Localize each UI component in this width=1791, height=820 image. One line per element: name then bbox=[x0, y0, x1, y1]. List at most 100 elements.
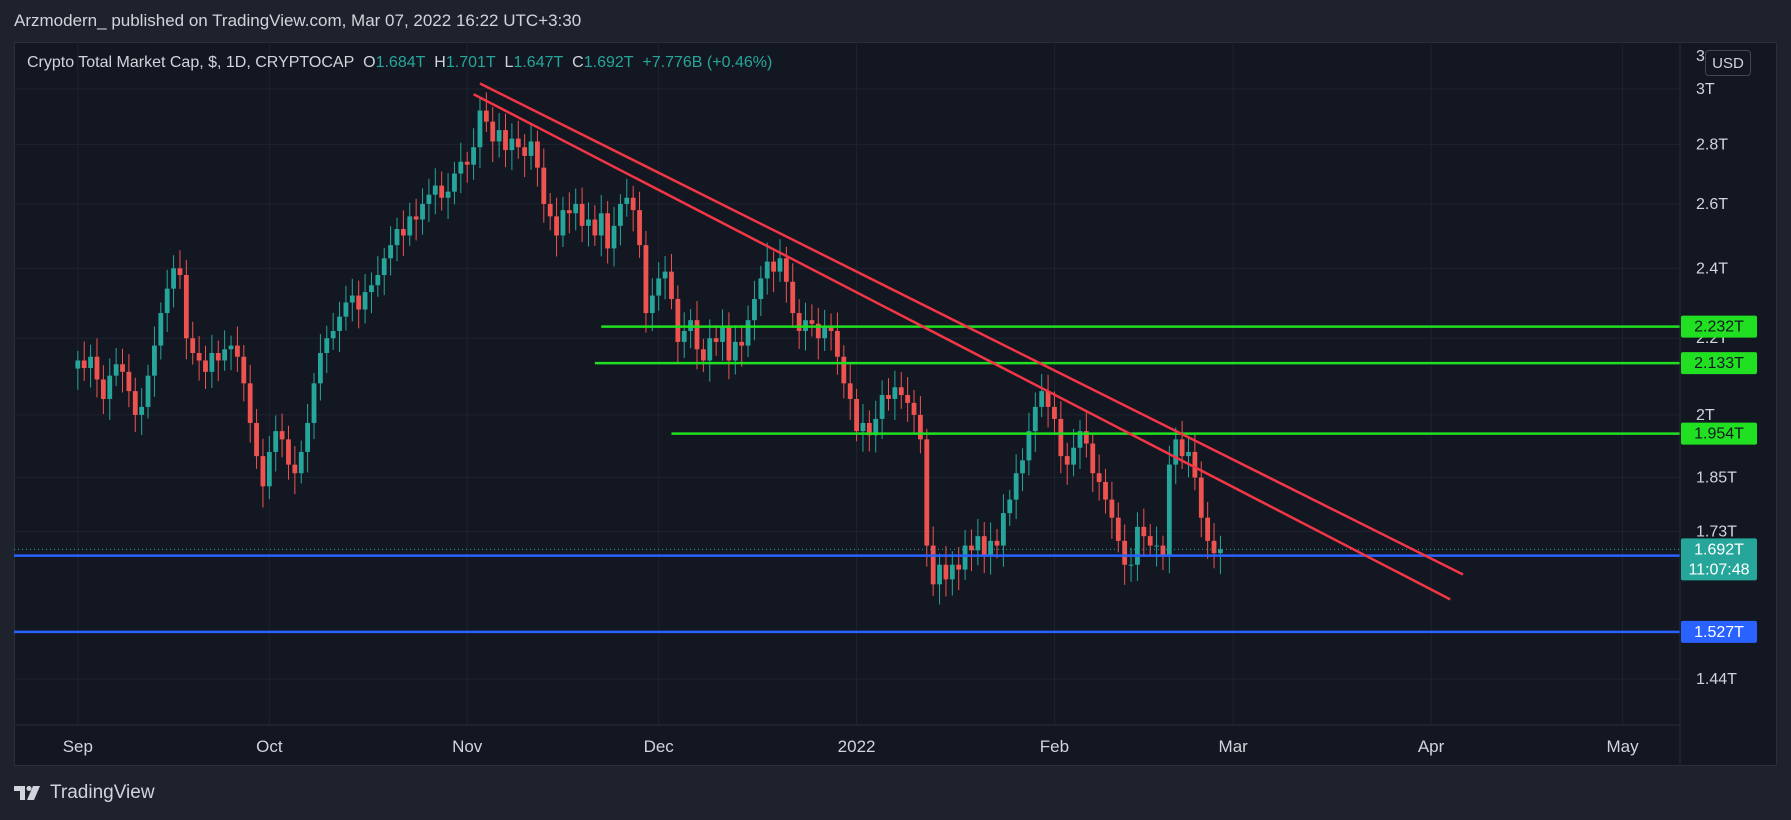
candle-body bbox=[841, 356, 847, 384]
candle-body bbox=[1077, 431, 1083, 448]
candle-body bbox=[273, 431, 279, 452]
candle-body bbox=[235, 345, 240, 357]
candle-body bbox=[1109, 499, 1115, 518]
candle-body bbox=[407, 216, 413, 236]
time-tick-label: Nov bbox=[452, 737, 483, 756]
candle-body bbox=[464, 161, 470, 165]
candle-body bbox=[1020, 460, 1025, 474]
legend-close-value: 1.692T bbox=[583, 54, 634, 71]
candle-body bbox=[969, 545, 974, 551]
candle-body bbox=[720, 327, 725, 342]
candle-body bbox=[745, 320, 751, 346]
price-tag-label: 2.232T bbox=[1694, 319, 1744, 336]
candle-body bbox=[835, 330, 840, 357]
candle-body bbox=[1052, 406, 1057, 419]
candle-body bbox=[362, 292, 368, 310]
candle-body bbox=[1058, 418, 1064, 457]
candle-body bbox=[241, 356, 247, 384]
candle-body bbox=[777, 258, 783, 272]
candle-body bbox=[586, 219, 591, 226]
legend-high-label: H bbox=[434, 54, 446, 71]
candle-body bbox=[394, 229, 400, 246]
price-tags: 2.232T2.133T1.954T1.679T1.527T1.692T11:0… bbox=[1681, 315, 1757, 643]
candle-body bbox=[1154, 545, 1159, 547]
candle-body bbox=[924, 439, 930, 546]
time-tick-label: Sep bbox=[63, 737, 93, 756]
price-tick-label: 2.8T bbox=[1696, 136, 1728, 153]
candle-body bbox=[713, 338, 719, 342]
currency-button[interactable]: USD bbox=[1705, 50, 1751, 76]
publisher-line: Arzmodern_ published on TradingView.com,… bbox=[14, 11, 582, 30]
time-tick-label: May bbox=[1606, 737, 1639, 756]
candle-body bbox=[483, 110, 489, 122]
candle-body bbox=[439, 185, 445, 198]
candle-body bbox=[898, 387, 904, 396]
candle-body bbox=[1141, 526, 1147, 537]
price-tag-label: 1.527T bbox=[1694, 624, 1744, 641]
candle-body bbox=[1147, 536, 1153, 546]
candle-body bbox=[381, 258, 387, 276]
candle-body bbox=[171, 268, 176, 289]
candle-body bbox=[515, 138, 521, 148]
candle-body bbox=[75, 360, 81, 369]
tradingview-brand: TradingView bbox=[50, 782, 155, 803]
price-tag bbox=[1681, 422, 1757, 445]
candle-body bbox=[681, 330, 687, 342]
candle-body bbox=[1192, 451, 1198, 478]
candle-body bbox=[490, 121, 496, 142]
candle-body bbox=[375, 275, 381, 286]
candle-body bbox=[918, 414, 923, 440]
price-tick-label: 1.44T bbox=[1696, 671, 1737, 688]
candle-body bbox=[94, 356, 100, 380]
footer-bar: TradingView bbox=[0, 766, 1791, 820]
candle-body bbox=[88, 356, 93, 369]
time-tick-label: Oct bbox=[256, 737, 283, 756]
candle-body bbox=[222, 349, 228, 361]
candle-body bbox=[739, 341, 745, 346]
candle-body bbox=[669, 271, 674, 300]
candle-body bbox=[649, 295, 655, 314]
candle-body bbox=[975, 536, 981, 551]
candle-body bbox=[190, 338, 196, 354]
candle-body bbox=[228, 345, 234, 350]
candle-body bbox=[854, 398, 859, 432]
candle-body bbox=[503, 130, 508, 151]
candle-body bbox=[624, 197, 630, 204]
candle-body bbox=[796, 313, 802, 331]
price-tag-label: 2.133T bbox=[1694, 355, 1744, 372]
candle-body bbox=[1198, 477, 1204, 518]
candle-body bbox=[509, 138, 515, 151]
candle-body bbox=[994, 540, 1000, 546]
candle-body bbox=[694, 320, 700, 350]
candle-body bbox=[847, 383, 853, 399]
candle-body bbox=[528, 141, 534, 156]
candle-body bbox=[260, 456, 266, 487]
candle-body bbox=[1045, 391, 1051, 407]
price-tick-label: 2.4T bbox=[1696, 260, 1728, 277]
candle-body bbox=[139, 406, 145, 415]
trendline bbox=[479, 82, 1464, 576]
tradingview-logo[interactable]: TradingView bbox=[14, 782, 155, 804]
candle-body bbox=[1160, 545, 1166, 556]
candle-body bbox=[726, 327, 732, 361]
candle-body bbox=[1090, 443, 1096, 474]
candle-body bbox=[1026, 431, 1032, 461]
candle-body bbox=[286, 439, 291, 465]
candle-body bbox=[905, 395, 911, 403]
candle-body bbox=[962, 545, 968, 570]
trendlines bbox=[473, 82, 1464, 601]
candle-body bbox=[809, 320, 815, 324]
candle-body bbox=[886, 395, 891, 399]
candle-body bbox=[860, 422, 866, 432]
legend-low-value: 1.647T bbox=[513, 54, 564, 71]
candle-body bbox=[343, 302, 349, 317]
candle-body bbox=[554, 216, 559, 236]
candle-body bbox=[1128, 564, 1134, 566]
candle-body bbox=[547, 203, 553, 217]
candle-body bbox=[1211, 540, 1217, 554]
candle-body bbox=[305, 422, 311, 452]
candle-body bbox=[356, 295, 362, 310]
candle-body bbox=[1032, 406, 1038, 432]
